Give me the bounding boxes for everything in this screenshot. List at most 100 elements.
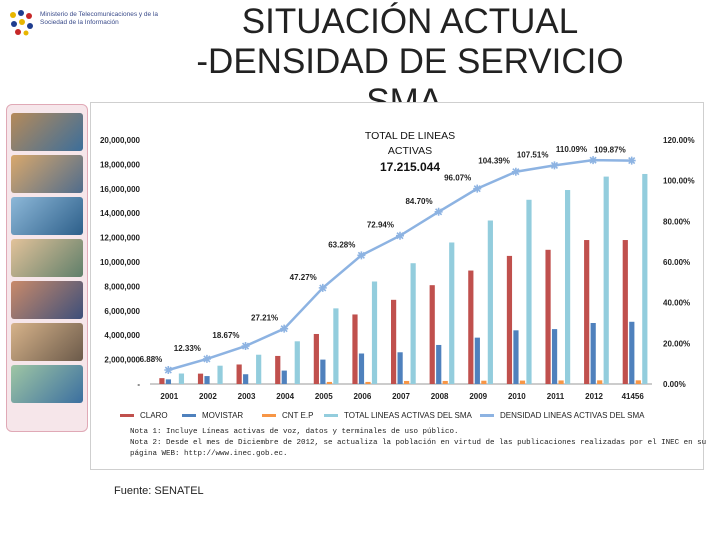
ministry-emblem-icon [10,10,33,36]
bar-claro [352,314,358,384]
y-right-tick-label: 20.00% [663,339,690,348]
x-tick-label: 2001 [160,392,178,401]
density-data-label: 27.21% [251,314,278,323]
y-right-tick-label: 80.00% [663,217,690,226]
y-left-tick-label: 14,000,000 [100,209,141,218]
y-right-tick-label: 100.00% [663,177,695,186]
legend-swatch [182,414,196,417]
chart-frame [90,102,704,470]
chart-notes: Nota 1: Incluye Líneas activas de voz, d… [130,427,706,460]
bar-claro [275,355,281,384]
annotation-value: 17.215.044 [380,160,440,174]
bar-total-lineas-activas-del-sma [217,365,223,384]
bar-cnt-e-p [519,380,526,384]
density-marker [627,156,636,165]
y-left-tick-label: 10,000,000 [100,258,141,267]
bar-cnt-e-p [365,381,371,384]
photo-buildings [11,197,83,235]
bar-movistar [513,330,519,384]
legend-swatch [480,414,494,417]
bar-movistar [551,329,558,384]
density-marker [589,156,598,165]
legend-swatch [120,414,134,417]
density-data-label: 47.27% [290,273,317,282]
bar-total-lineas-activas-del-sma [564,190,571,384]
bar-cnt-e-p [442,380,448,384]
logo-text: Ministerio de Telecomunicaciones y de la… [40,11,159,26]
density-marker [202,354,211,363]
x-tick-label: 2006 [353,392,371,401]
title-line-1: SITUACIÓN ACTUAL [241,2,579,41]
bar-movistar [204,376,210,384]
x-tick-label: 2004 [276,392,294,401]
x-tick-label: 2007 [392,392,410,401]
bar-cnt-e-p [635,380,641,384]
bar-claro [159,378,165,384]
bar-cnt-e-p [326,381,332,384]
bar-total-lineas-activas-del-sma [642,173,648,384]
density-data-label: 18.67% [212,331,239,340]
density-marker [396,231,404,240]
y-left-tick-label: 16,000,000 [100,185,141,194]
legend-label: CLARO [140,411,168,420]
legend-swatch [324,414,338,417]
bar-total-lineas-activas-del-sma [449,242,455,384]
bar-movistar [474,337,480,384]
legend-label: DENSIDAD LINEAS ACTIVAS DEL SMA [500,411,645,420]
density-marker [434,207,443,216]
bar-total-lineas-activas-del-sma [371,281,378,384]
x-tick-label: 2005 [315,392,333,401]
x-tick-label: 2002 [199,392,217,401]
photo-students [11,155,83,193]
note-3: página WEB: http://www.inec.gob.ec. [130,450,288,458]
x-tick-label: 2009 [469,392,487,401]
bar-movistar [436,344,442,384]
x-tick-label: 2003 [238,392,256,401]
note-2: Nota 2: Desde el mes de Diciembre de 201… [130,439,707,447]
bar-claro [197,373,204,384]
bar-claro [391,299,397,384]
bar-claro [429,285,435,384]
bar-movistar [281,370,287,384]
bar-claro [506,255,513,384]
bar-total-lineas-activas-del-sma [256,354,262,384]
x-tick-label: 2011 [547,392,565,401]
y-left-tick-label: 2,000,000 [104,356,140,365]
photo-people [11,113,83,151]
bar-cnt-e-p [481,380,487,384]
legend-label: CNT E.P [282,411,313,420]
bar-claro [584,240,590,384]
bar-movistar [243,374,249,384]
y-left-tick-label: 6,000,000 [104,307,140,316]
bar-total-lineas-activas-del-sma [294,341,300,384]
density-data-label: 72.94% [367,221,394,230]
annotation-line-1: TOTAL DE LINEAS [365,130,455,142]
density-data-label: 6.88% [140,355,163,364]
bar-movistar [590,323,596,384]
photo-classroom [11,323,83,361]
y-left-tick-label: 18,000,000 [100,160,141,169]
density-marker [511,167,520,176]
photo-computers [11,239,83,277]
density-data-label: 12.33% [174,344,201,353]
x-tick-label: 41456 [622,392,645,401]
bar-claro [622,240,628,384]
density-marker [473,184,482,193]
y-right-tick-label: 0.00% [663,380,686,389]
density-marker [164,366,173,375]
bar-total-lineas-activas-del-sma [487,220,493,384]
y-right-tick-label: 120.00% [663,136,695,145]
density-data-label: 104.39% [478,157,510,166]
bar-claro [313,333,319,384]
density-data-label: 84.70% [405,197,432,206]
note-1: Nota 1: Incluye Líneas activas de voz, d… [130,428,459,436]
bar-movistar [358,353,365,384]
x-tick-label: 2012 [585,392,603,401]
bar-claro [236,364,242,384]
side-photo-strip [6,104,88,432]
density-marker [280,324,289,333]
density-data-label: 107.51% [517,150,549,159]
bar-movistar [320,359,326,384]
y-left-tick-label: 4,000,000 [104,331,140,340]
